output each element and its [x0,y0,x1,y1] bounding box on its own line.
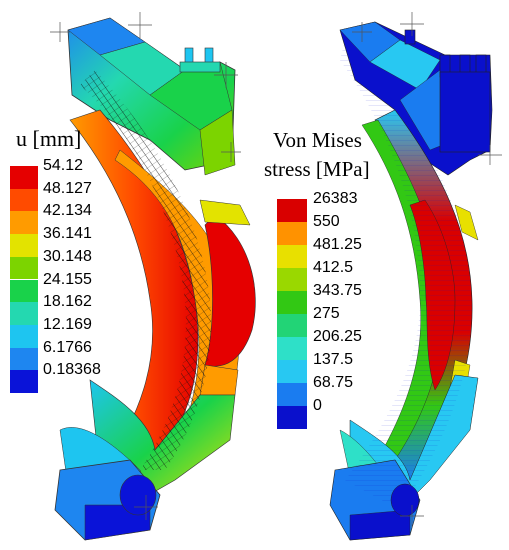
displacement-legend-label: 6.1766 [43,338,92,356]
displacement-legend-label: 0.18368 [43,361,101,379]
stress-legend-swatch [277,199,307,222]
displacement-legend-title: u [mm] [16,126,82,151]
displacement-legend-swatch [10,347,38,371]
displacement-legend-swatch [10,188,38,212]
displacement-legend-label: 42.134 [43,202,92,220]
stress-legend-swatch [277,245,307,268]
stress-legend-swatch [277,291,307,314]
stress-legend-label: 206.25 [313,328,362,345]
displacement-legend-swatch [10,279,38,303]
stress-legend-label: 550 [313,213,340,230]
stress-legend-label: 68.75 [313,374,354,391]
stress-legend-label: 0 [313,397,322,414]
stress-legend-label: 275 [313,305,340,322]
displacement-legend-swatch [10,211,38,235]
displacement-legend-label: 48.127 [43,179,92,197]
stress-legend-label: 137.5 [313,351,354,368]
stress-legend-title-line2: stress [MPa] [264,157,370,181]
stress-legend-swatch [277,314,307,337]
stress-legend-swatch [277,360,307,383]
displacement-legend-swatch [10,324,38,348]
stress-model [329,12,502,541]
displacement-legend-label: 24.155 [43,270,92,288]
support-markers [50,12,241,520]
stress-legend-swatch [277,337,307,360]
tendon-mesh [80,70,211,470]
displacement-legend-label: 18.162 [43,293,92,311]
displacement-model [50,12,256,541]
displacement-legend-swatch [10,234,38,257]
stress-legend-swatch [277,268,307,291]
displacement-legend-swatch [10,166,38,189]
displacement-legend-label: 30.148 [43,247,92,265]
stress-legend-swatch [277,406,307,429]
max-displacement-zone [204,214,256,367]
stress-legend-label: 343.75 [313,282,362,299]
stress-legend-label: 412.5 [313,259,354,276]
displacement-legend-swatch [10,302,38,325]
displacement-legend-swatch [10,370,38,393]
stress-support-markers [352,12,502,528]
displacement-legend-swatch [10,256,38,280]
displacement-legend-label: 36.141 [43,225,92,243]
displacement-legend-label: 12.169 [43,315,92,333]
stress-legend-label: 481.25 [313,236,362,253]
displacement-legend-label: 54.12 [43,157,84,174]
stress-legend-label: 26383 [313,190,358,207]
stress-legend-title-line1: Von Mises [273,128,362,152]
stress-legend-swatch [277,383,307,406]
stress-legend-swatch [277,222,307,245]
